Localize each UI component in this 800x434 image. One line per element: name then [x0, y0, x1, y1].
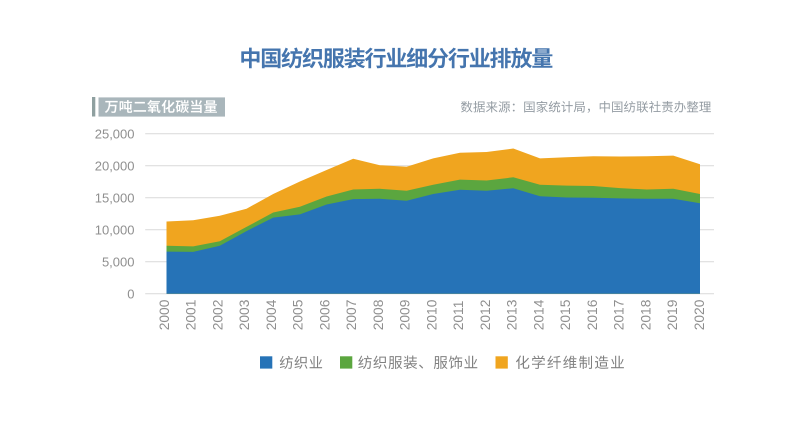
svg-text:2018: 2018 [638, 299, 653, 330]
svg-text:10,000: 10,000 [95, 222, 135, 237]
svg-text:2002: 2002 [210, 300, 225, 331]
svg-text:2010: 2010 [424, 299, 439, 330]
svg-text:2020: 2020 [692, 299, 707, 330]
svg-text:2007: 2007 [344, 300, 359, 331]
svg-text:2019: 2019 [665, 299, 680, 330]
svg-text:5,000: 5,000 [102, 254, 135, 269]
svg-text:2011: 2011 [451, 301, 466, 331]
svg-text:0: 0 [127, 286, 134, 301]
svg-text:2015: 2015 [558, 299, 573, 330]
svg-text:25,000: 25,000 [95, 126, 135, 141]
svg-text:2016: 2016 [585, 299, 600, 330]
svg-text:2001: 2001 [184, 300, 199, 331]
svg-text:2008: 2008 [371, 299, 386, 330]
svg-text:2000: 2000 [157, 299, 172, 330]
svg-text:2017: 2017 [612, 300, 627, 331]
svg-text:20,000: 20,000 [95, 158, 135, 173]
svg-text:2014: 2014 [531, 299, 546, 330]
svg-text:2009: 2009 [398, 299, 413, 330]
svg-text:2012: 2012 [478, 300, 493, 331]
svg-text:15,000: 15,000 [95, 190, 135, 205]
svg-text:2004: 2004 [264, 299, 279, 330]
svg-text:2005: 2005 [291, 299, 306, 330]
svg-text:2006: 2006 [317, 299, 332, 330]
svg-text:2013: 2013 [505, 299, 520, 330]
svg-text:2003: 2003 [237, 299, 252, 330]
